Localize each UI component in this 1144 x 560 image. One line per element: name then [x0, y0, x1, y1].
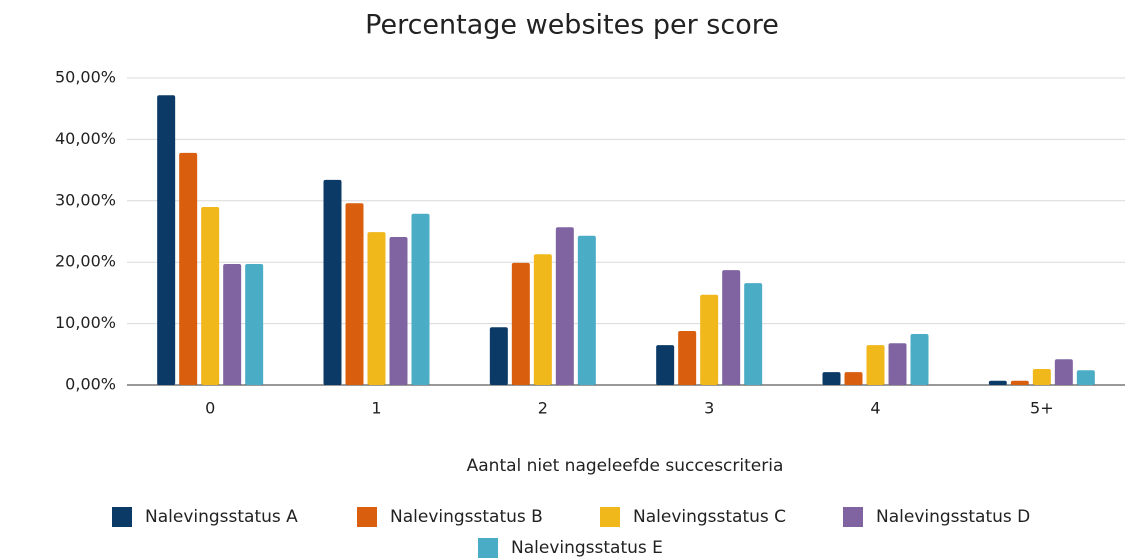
legend-label: Nalevingsstatus C — [633, 507, 786, 527]
bar — [577, 235, 596, 385]
x-tick-label: 1 — [371, 399, 381, 418]
legend-label: Nalevingsstatus A — [145, 507, 298, 527]
bar — [888, 343, 907, 385]
legend-label: Nalevingsstatus D — [876, 507, 1030, 527]
bar — [1054, 359, 1073, 385]
bar — [700, 294, 719, 385]
y-tick-label: 0,00% — [65, 375, 116, 394]
bar — [489, 327, 508, 385]
x-tick-label: 2 — [538, 399, 548, 418]
bar — [223, 264, 242, 385]
bar — [656, 345, 675, 385]
legend-swatch — [112, 507, 132, 527]
x-tick-label: 4 — [870, 399, 880, 418]
bar — [411, 213, 430, 385]
y-tick-label: 10,00% — [55, 313, 116, 332]
bar — [722, 270, 741, 385]
y-tick-label: 20,00% — [55, 252, 116, 271]
bar — [345, 203, 364, 385]
bar — [323, 179, 342, 385]
bar — [1076, 370, 1095, 385]
bar — [245, 264, 264, 385]
bar — [1010, 380, 1029, 385]
bar — [678, 330, 697, 385]
bar — [910, 334, 929, 385]
bar — [533, 254, 552, 385]
y-tick-label: 40,00% — [55, 129, 116, 148]
x-tick-label: 0 — [205, 399, 215, 418]
bar — [201, 206, 220, 385]
legend-swatch — [357, 507, 377, 527]
y-tick-label: 50,00% — [55, 68, 116, 87]
bar — [179, 152, 198, 385]
bar — [157, 95, 176, 385]
bar — [744, 283, 763, 385]
x-tick-label: 3 — [704, 399, 714, 418]
bar — [367, 232, 386, 385]
legend-label: Nalevingsstatus E — [511, 538, 663, 558]
bar — [511, 262, 530, 385]
bar — [988, 380, 1007, 385]
bar — [389, 237, 408, 385]
x-axis-title: Aantal niet nageleefde succescriteria — [467, 456, 784, 476]
chart-title: Percentage websites per score — [365, 10, 779, 41]
bar — [555, 227, 574, 385]
x-tick-label: 5+ — [1030, 399, 1054, 418]
y-tick-label: 30,00% — [55, 190, 116, 209]
bar — [844, 372, 863, 385]
bar — [1032, 369, 1051, 385]
legend-label: Nalevingsstatus B — [390, 507, 543, 527]
legend-swatch — [600, 507, 620, 527]
legend-swatch — [478, 538, 498, 558]
legend-swatch — [843, 507, 863, 527]
bar — [822, 372, 841, 385]
bar — [866, 345, 885, 385]
